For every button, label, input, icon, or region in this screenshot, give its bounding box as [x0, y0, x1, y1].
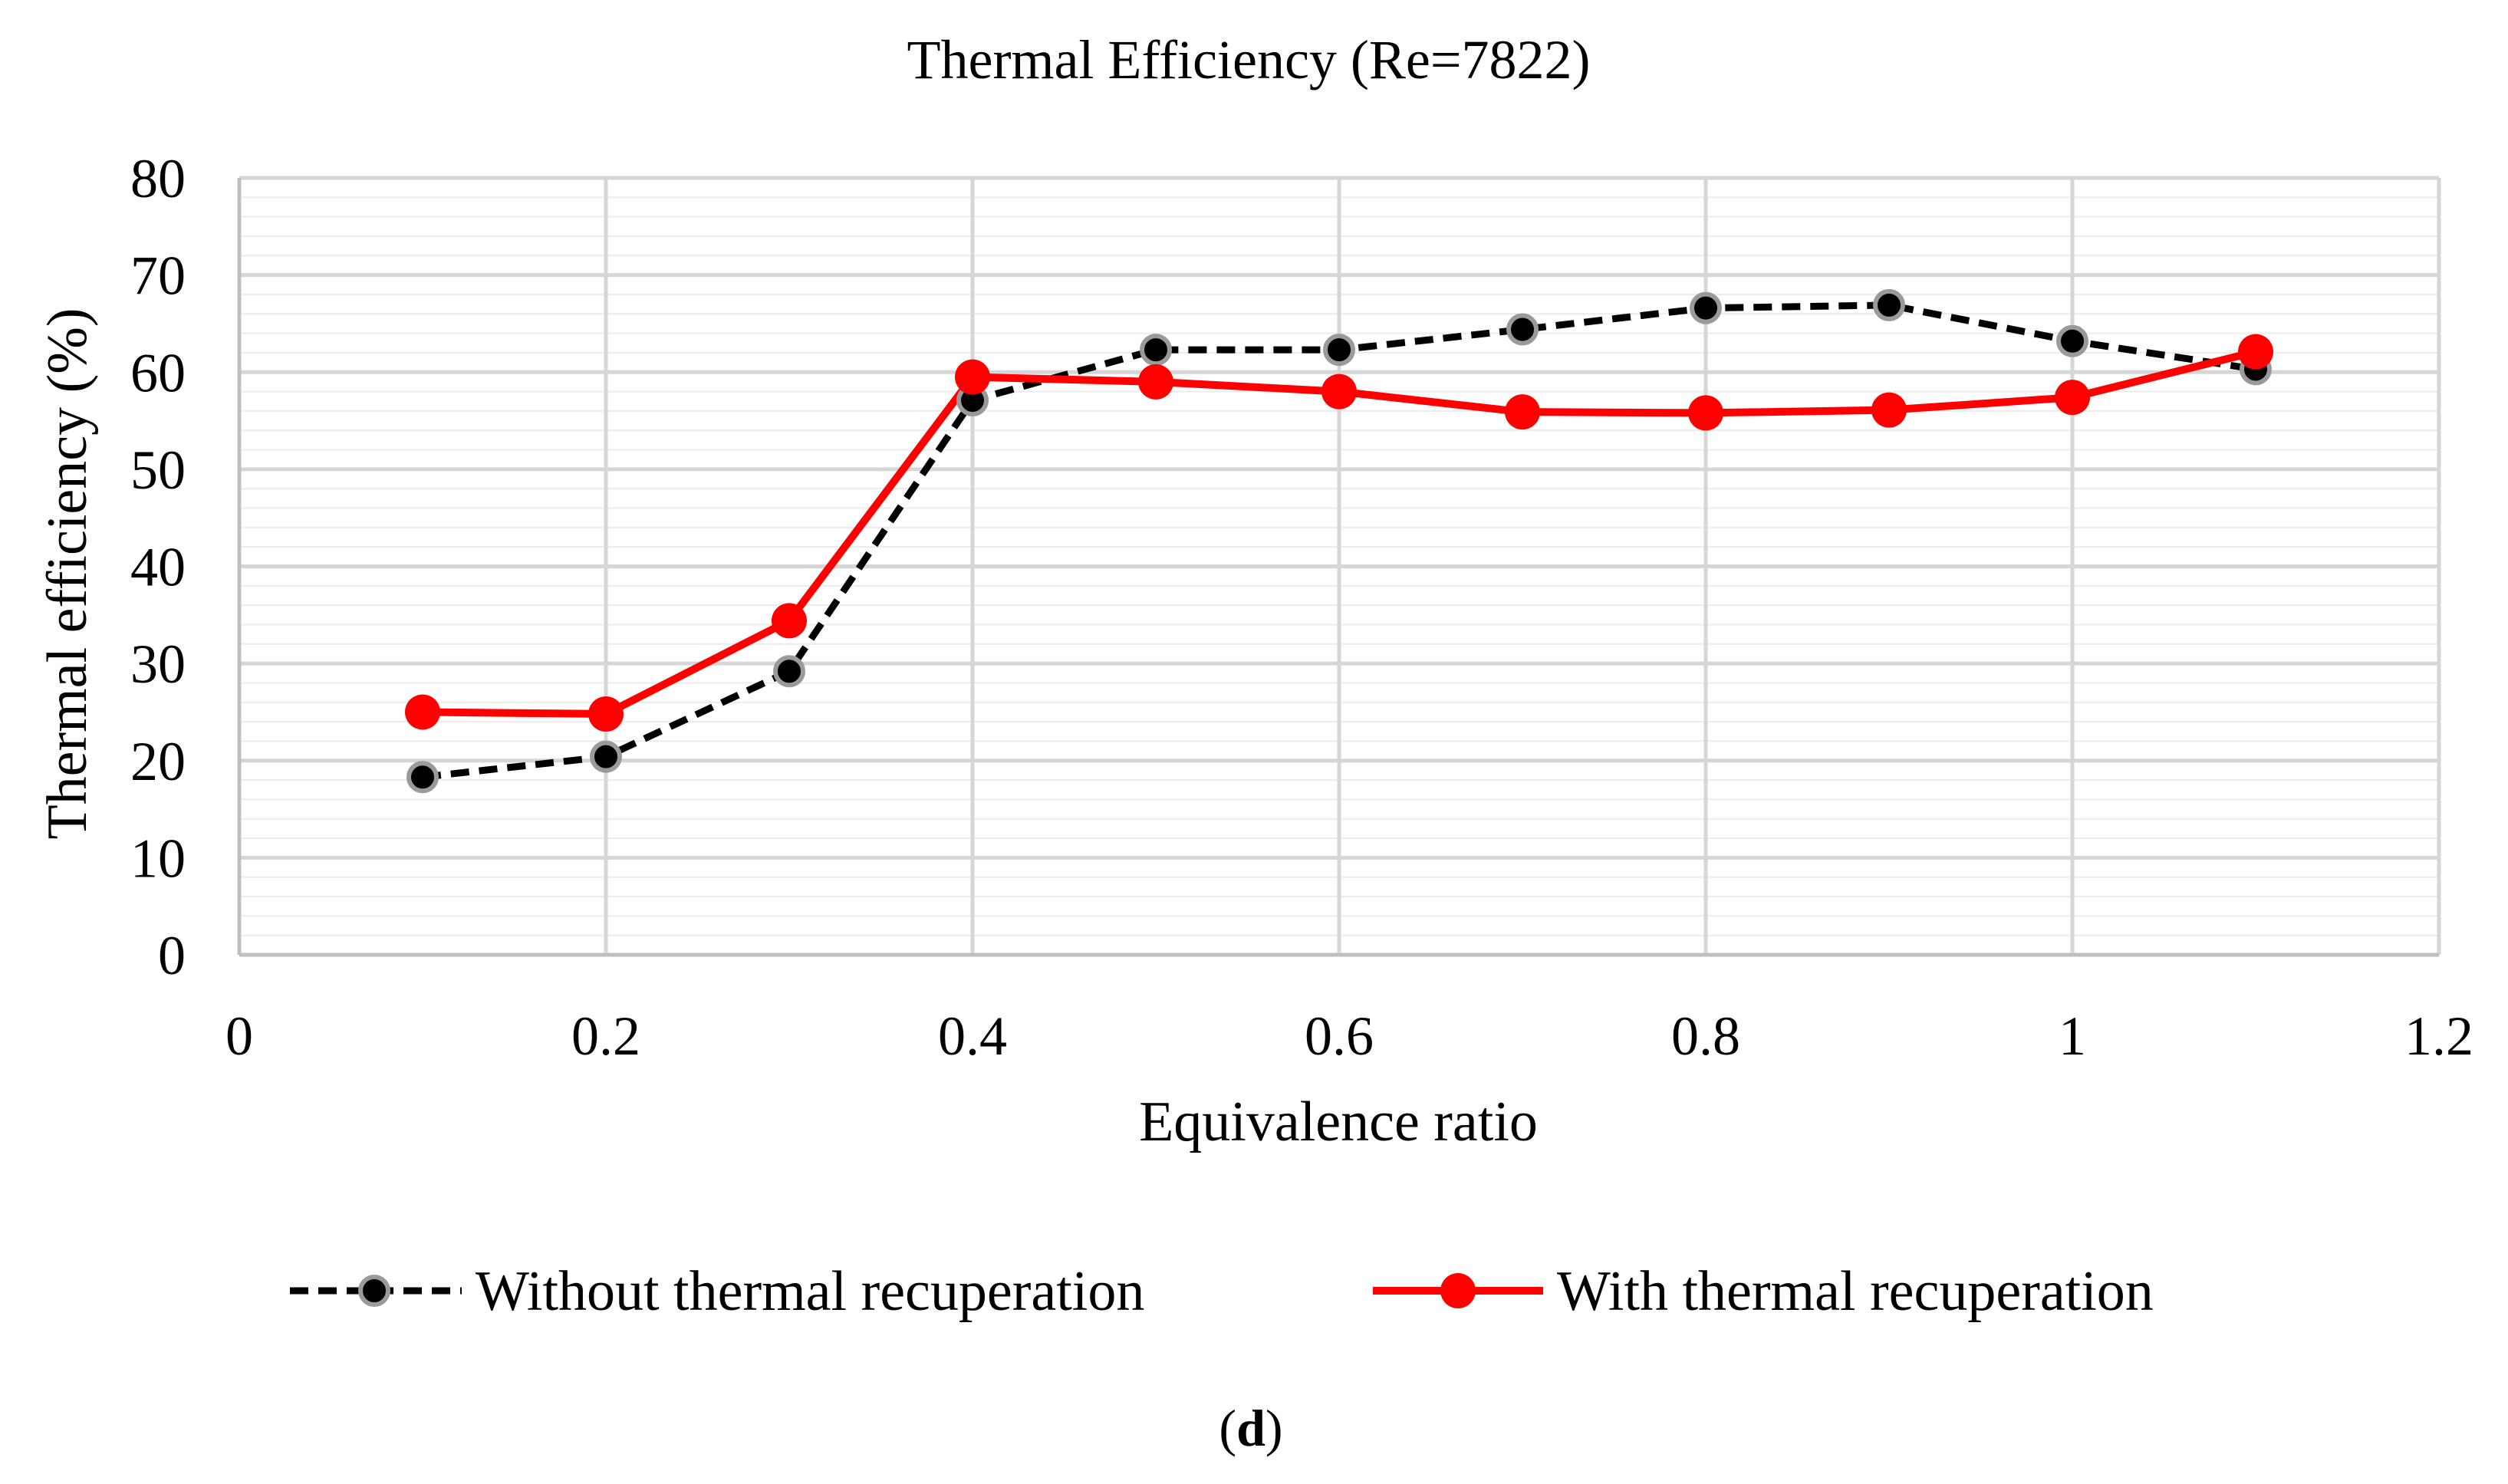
chart-title: Thermal Efficiency (Re=7822) — [907, 29, 1591, 90]
y-tick-label: 80 — [130, 148, 186, 209]
y-tick-label: 70 — [130, 245, 186, 307]
y-tick-label: 30 — [130, 633, 186, 695]
x-tick-label: 1 — [2059, 1005, 2086, 1067]
legend-label-with-recuperation: With thermal recuperation — [1557, 1260, 2154, 1323]
caption-letter: d — [1236, 1399, 1266, 1457]
y-tick-labels: 0 10 20 30 40 50 60 70 80 — [130, 148, 186, 986]
x-tick-label: 0.8 — [1671, 1005, 1740, 1067]
legend-label-without-recuperation: Without thermal recuperation — [476, 1260, 1144, 1323]
y-tick-label: 20 — [130, 731, 186, 792]
x-tick-label: 0.6 — [1305, 1005, 1374, 1067]
x-tick-label: 0 — [225, 1005, 253, 1067]
y-tick-label: 60 — [130, 342, 186, 403]
data-point-without-recuperation — [1506, 313, 1539, 346]
data-point-without-recuperation — [2056, 324, 2088, 357]
legend: Without thermal recuperation With therma… — [290, 1260, 2154, 1323]
data-point-with-recuperation — [1505, 394, 1540, 430]
data-point-with-recuperation — [588, 696, 624, 732]
y-tick-label: 40 — [130, 537, 186, 598]
data-point-without-recuperation — [773, 655, 805, 688]
data-point-without-recuperation — [1140, 334, 1172, 367]
major-gridlines — [239, 176, 2441, 955]
data-point-with-recuperation — [405, 694, 440, 730]
legend-swatch-marker — [1440, 1273, 1476, 1308]
legend-swatch-marker — [358, 1275, 390, 1307]
legend-item-without-recuperation: Without thermal recuperation — [290, 1260, 1144, 1323]
data-point-with-recuperation — [1688, 395, 1723, 431]
x-axis-label: Equivalence ratio — [1139, 1091, 1538, 1153]
data-point-with-recuperation — [772, 603, 807, 639]
x-tick-label: 1.2 — [2404, 1005, 2473, 1067]
x-tick-label: 0.4 — [938, 1005, 1007, 1067]
data-point-with-recuperation — [1871, 392, 1907, 428]
data-point-with-recuperation — [955, 359, 990, 395]
caption-open-paren: ( — [1219, 1399, 1236, 1457]
y-axis-label: Thermal efficiency (%) — [36, 308, 99, 839]
x-tick-label: 0.2 — [571, 1005, 640, 1067]
series-markers — [405, 288, 2273, 794]
y-tick-label: 0 — [158, 925, 186, 986]
data-point-without-recuperation — [590, 740, 622, 773]
data-point-without-recuperation — [406, 761, 439, 794]
data-point-with-recuperation — [2055, 380, 2090, 416]
data-point-without-recuperation — [1323, 334, 1355, 367]
data-point-with-recuperation — [1138, 364, 1173, 400]
x-tick-labels: 0 0.2 0.4 0.6 0.8 1 1.2 — [225, 1005, 2473, 1067]
y-tick-label: 10 — [130, 828, 186, 889]
data-point-without-recuperation — [1690, 291, 1722, 324]
caption-close-paren: ) — [1266, 1399, 1283, 1457]
axes — [237, 178, 2439, 957]
legend-item-with-recuperation: With thermal recuperation — [1373, 1260, 2154, 1323]
data-point-without-recuperation — [1873, 288, 1905, 321]
figure-caption: (d) — [1219, 1399, 1282, 1457]
data-point-with-recuperation — [2238, 334, 2273, 370]
y-tick-label: 50 — [130, 439, 186, 501]
data-point-with-recuperation — [1321, 373, 1357, 410]
